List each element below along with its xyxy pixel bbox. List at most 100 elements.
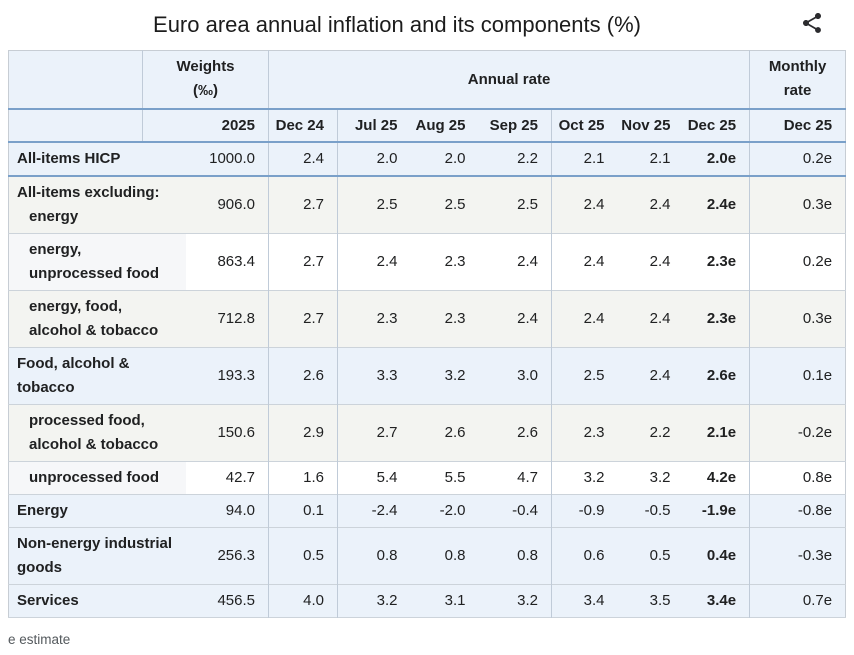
- annual-rate-cell: 2.6: [268, 347, 338, 404]
- weights-header-line1: Weights: [176, 58, 235, 76]
- month-header: Jul 25: [337, 108, 411, 143]
- annual-rate-cell: 2.4: [551, 233, 618, 290]
- monthly-rate-cell: 0.1e: [749, 347, 846, 404]
- annual-rate-cell: 3.2: [410, 347, 479, 404]
- table-row: energy, unprocessed food 863.4 2.7 2.4 2.3 2.4…: [8, 233, 846, 290]
- annual-rate-cell: 2.4: [551, 290, 618, 347]
- annual-rate-cell: 2.1: [551, 141, 618, 176]
- annual-rate-cell: 3.5: [617, 584, 684, 617]
- annual-rate-cell: 2.3: [410, 290, 479, 347]
- monthly-rate-cell: 0.2e: [749, 141, 846, 176]
- annual-rate-cell: 2.0e: [683, 141, 751, 176]
- annual-rate-cell: -1.9e: [683, 494, 751, 527]
- estimate-footnote: e estimate: [8, 631, 71, 647]
- monthly-rate-cell: 0.3e: [749, 175, 846, 233]
- monthly-rate-cell: 0.7e: [749, 584, 846, 617]
- annual-rate-cell: 3.1: [410, 584, 479, 617]
- header-group-row: Weights (‰) Annual rate Monthly rate: [8, 50, 846, 110]
- annual-rate-cell: 4.7: [478, 461, 552, 494]
- month-header: Sep 25: [478, 108, 552, 143]
- annual-rate-cell: 1.6: [268, 461, 338, 494]
- annual-rate-cell: 2.3: [410, 233, 479, 290]
- row-label-line: tobacco: [17, 378, 75, 396]
- annual-rate-cell: 0.1: [268, 494, 338, 527]
- corner-cell: [8, 50, 143, 110]
- table-row: unprocessed food 42.7 1.6 5.4 5.5 4.7 3.2 3.2 4.…: [8, 461, 846, 494]
- annual-rate-cell: 2.3e: [683, 233, 751, 290]
- row-label: energy, food, alcohol & tobacco: [8, 290, 186, 347]
- table-row: processed food, alcohol & tobacco 150.6 2.9…: [8, 404, 846, 461]
- monthly-rate-cell: 0.8e: [749, 461, 846, 494]
- weight-cell: 193.3: [185, 347, 269, 404]
- row-label-line: All-items excluding:: [17, 183, 160, 201]
- table-header: Weights (‰) Annual rate Monthly rate 202…: [8, 50, 846, 143]
- row-label-line: energy: [29, 207, 79, 225]
- row-label-line: alcohol & tobacco: [29, 321, 159, 339]
- monthly-rate-cell: 0.2e: [749, 233, 846, 290]
- row-label-line: alcohol & tobacco: [29, 435, 159, 453]
- share-button[interactable]: [800, 10, 826, 36]
- header-months-row: 2025 Dec 24 Jul 25 Aug 25 Sep 25 Oct 25 …: [8, 108, 846, 143]
- row-label-line: All-items HICP: [17, 149, 121, 167]
- monthly-rate-cell: 0.3e: [749, 290, 846, 347]
- row-label-line: energy, food,: [29, 297, 123, 315]
- month-header: Dec 24: [268, 108, 338, 143]
- annual-rate-cell: 2.6e: [683, 347, 751, 404]
- weights-year: 2025: [142, 108, 269, 143]
- annual-rate-cell: 4.2e: [683, 461, 751, 494]
- row-label: unprocessed food: [8, 461, 186, 494]
- title-bar: Euro area annual inflation and its compo…: [0, 0, 854, 50]
- annual-rate-cell: 2.4: [551, 175, 618, 233]
- annual-rate-cell: 0.4e: [683, 527, 751, 584]
- annual-rate-cell: 2.6: [478, 404, 552, 461]
- weight-cell: 94.0: [185, 494, 269, 527]
- annual-rate-cell: 2.5: [478, 175, 552, 233]
- annual-rate-cell: 2.4: [617, 233, 684, 290]
- monthly-rate-line2: rate: [783, 82, 812, 100]
- annual-rate-cell: -2.4: [337, 494, 411, 527]
- row-label-line: unprocessed food: [29, 468, 160, 486]
- row-label: All-items HICP: [8, 141, 186, 176]
- annual-rate-cell: 0.5: [268, 527, 338, 584]
- annual-rate-header: Annual rate: [268, 50, 751, 110]
- annual-rate-cell: 2.5: [410, 175, 479, 233]
- monthly-rate-header: Monthly rate: [749, 50, 846, 110]
- annual-rate-cell: 2.0: [410, 141, 479, 176]
- row-label-line: processed food,: [29, 411, 145, 429]
- row-label: All-items excluding: energy: [8, 175, 186, 233]
- annual-rate-cell: 3.2: [478, 584, 552, 617]
- row-label: Services: [8, 584, 186, 617]
- month-header: Aug 25: [410, 108, 479, 143]
- row-label-line: unprocessed food: [29, 264, 160, 282]
- row-label-line: Energy: [17, 501, 68, 519]
- annual-rate-cell: 5.5: [410, 461, 479, 494]
- monthly-rate-cell: -0.3e: [749, 527, 846, 584]
- annual-rate-cell: 0.5: [617, 527, 684, 584]
- weight-cell: 456.5: [185, 584, 269, 617]
- annual-rate-cell: 2.2: [617, 404, 684, 461]
- annual-rate-cell: 2.4: [478, 233, 552, 290]
- annual-rate-cell: 2.4e: [683, 175, 751, 233]
- annual-rate-cell: -0.5: [617, 494, 684, 527]
- table-body: All-items HICP 1000.0 2.4 2.0 2.0 2.2 2.1 2.1 2.…: [8, 141, 846, 617]
- annual-rate-cell: 0.8: [410, 527, 479, 584]
- annual-rate-cell: 3.4e: [683, 584, 751, 617]
- annual-rate-cell: 2.3: [551, 404, 618, 461]
- annual-rate-cell: 2.6: [410, 404, 479, 461]
- annual-rate-cell: 2.4: [617, 290, 684, 347]
- monthly-rate-cell: -0.2e: [749, 404, 846, 461]
- annual-rate-cell: 2.7: [337, 404, 411, 461]
- monthly-rate-line1: Monthly: [768, 58, 827, 76]
- annual-rate-cell: -0.9: [551, 494, 618, 527]
- annual-rate-cell: 2.7: [268, 290, 338, 347]
- annual-rate-cell: 3.3: [337, 347, 411, 404]
- weight-cell: 150.6: [185, 404, 269, 461]
- annual-rate-cell: 2.4: [268, 141, 338, 176]
- share-icon: [800, 11, 826, 35]
- weight-cell: 863.4: [185, 233, 269, 290]
- annual-rate-cell: 2.3e: [683, 290, 751, 347]
- annual-rate-cell: 5.4: [337, 461, 411, 494]
- weights-header-line2: (‰): [193, 82, 218, 100]
- table-row: Food, alcohol & tobacco 193.3 2.6 3.3 3.2 3.0 2…: [8, 347, 846, 404]
